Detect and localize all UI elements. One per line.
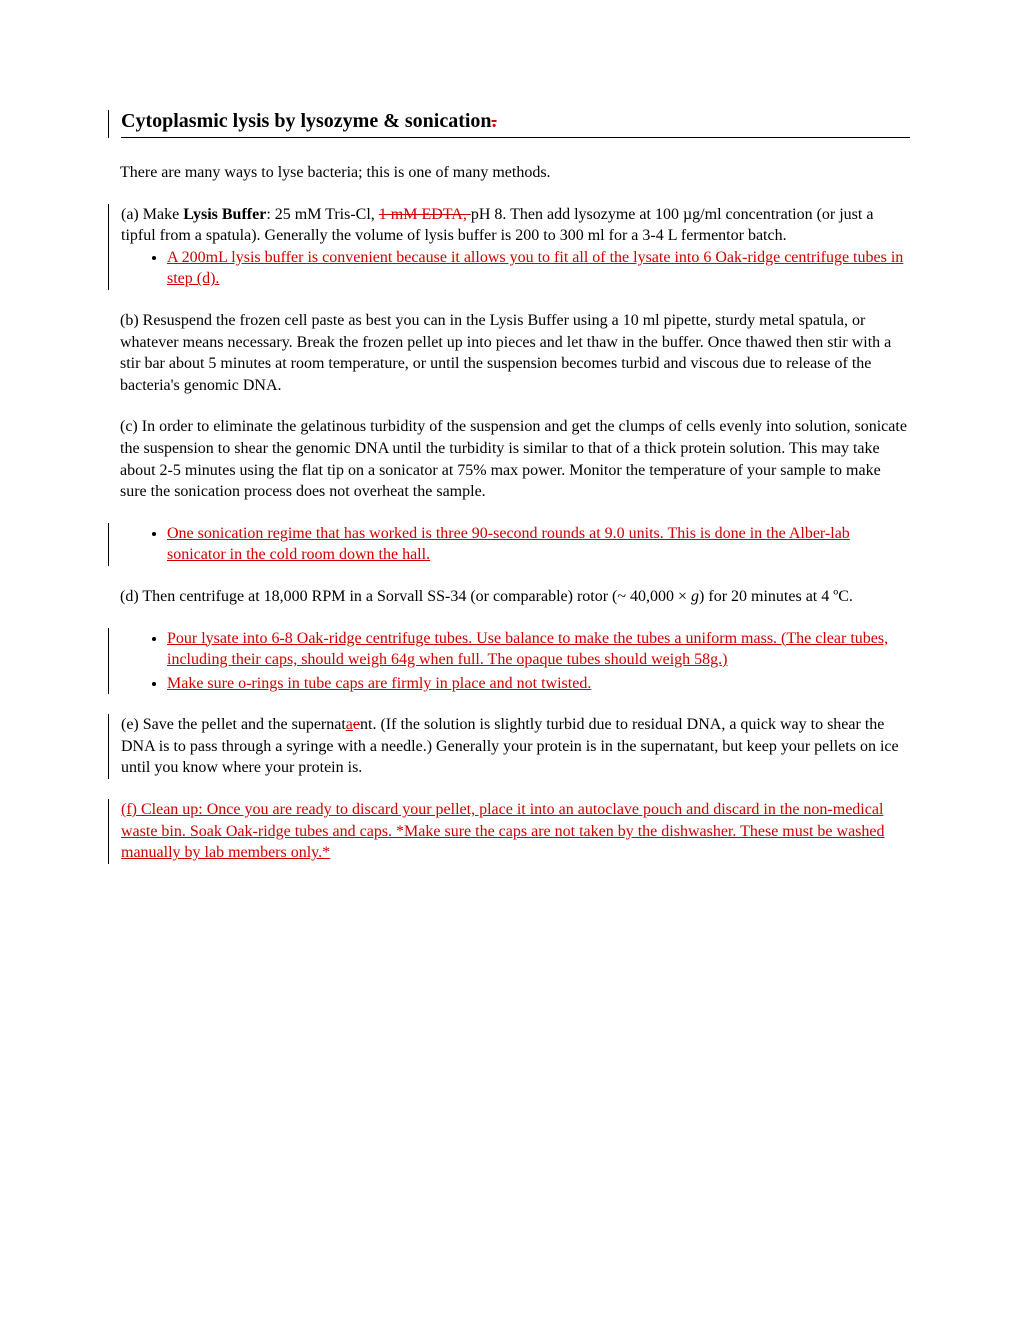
step-a-mu: µ xyxy=(683,206,692,223)
step-a-block: (a) Make Lysis Buffer: 25 mM Tris-Cl, 1 … xyxy=(108,204,910,290)
step-e-delete: e xyxy=(353,716,360,733)
step-f-block: (f) Clean up: Once you are ready to disc… xyxy=(108,799,910,864)
step-a-mid1: : 25 mM Tris-Cl, xyxy=(266,206,378,223)
list-item: Make sure o-rings in tube caps are firml… xyxy=(167,673,910,695)
step-c-bullet-text: One sonication regime that has worked is… xyxy=(167,525,850,564)
list-item: A 200mL lysis buffer is convenient becau… xyxy=(167,247,910,290)
step-a-bold: Lysis Buffer xyxy=(183,206,266,223)
step-f-content: (f) Clean up: Once you are ready to disc… xyxy=(121,801,885,861)
step-a-strike: 1 mM EDTA, xyxy=(379,206,471,223)
step-c-bullet-block: One sonication regime that has worked is… xyxy=(108,523,910,566)
document-title: Cytoplasmic lysis by lysozyme & sonicati… xyxy=(121,110,910,138)
page: Cytoplasmic lysis by lysozyme & sonicati… xyxy=(0,0,1020,864)
step-d-bullet-block: Pour lysate into 6-8 Oak-ridge centrifug… xyxy=(108,628,910,695)
step-a-text: (a) Make Lysis Buffer: 25 mM Tris-Cl, 1 … xyxy=(121,204,910,247)
step-c-text: (c) In order to eliminate the gelatinous… xyxy=(120,416,910,502)
step-d-bullet1-text: Pour lysate into 6-8 Oak-ridge centrifug… xyxy=(167,630,888,669)
step-c-bullets: One sonication regime that has worked is… xyxy=(121,523,910,566)
step-e-line1: (e) Save the pellet and the supernataent… xyxy=(121,714,910,779)
step-e-pre: (e) Save the pellet and the supernat xyxy=(121,716,346,733)
step-d-text: (d) Then centrifuge at 18,000 RPM in a S… xyxy=(120,586,910,608)
step-a-bullets: A 200mL lysis buffer is convenient becau… xyxy=(121,247,910,290)
title-block: Cytoplasmic lysis by lysozyme & sonicati… xyxy=(108,110,910,138)
step-a-bullet-text: A 200mL lysis buffer is convenient becau… xyxy=(167,249,903,288)
step-d-pre: (d) Then centrifuge at 18,000 RPM in a S… xyxy=(120,588,691,605)
step-b-text: (b) Resuspend the frozen cell paste as b… xyxy=(120,310,910,396)
list-item: Pour lysate into 6-8 Oak-ridge centrifug… xyxy=(167,628,910,671)
step-a-mid2: pH 8. Then add lysozyme at 100 xyxy=(471,206,683,223)
step-d-g: g xyxy=(691,588,699,605)
list-item: One sonication regime that has worked is… xyxy=(167,523,910,566)
title-text: Cytoplasmic lysis by lysozyme & sonicati… xyxy=(121,110,492,132)
title-strike-period: . xyxy=(492,110,497,132)
intro-paragraph: There are many ways to lyse bacteria; th… xyxy=(120,162,910,184)
step-d-bullets: Pour lysate into 6-8 Oak-ridge centrifug… xyxy=(121,628,910,695)
step-e-block: (e) Save the pellet and the supernataent… xyxy=(108,714,910,779)
step-d-post: ) for 20 minutes at 4 ºC. xyxy=(699,588,853,605)
step-d-bullet2-text: Make sure o-rings in tube caps are firml… xyxy=(167,675,591,692)
step-a-pre: (a) Make xyxy=(121,206,183,223)
step-f-text: (f) Clean up: Once you are ready to disc… xyxy=(121,799,910,864)
step-e-insert: a xyxy=(346,716,353,733)
